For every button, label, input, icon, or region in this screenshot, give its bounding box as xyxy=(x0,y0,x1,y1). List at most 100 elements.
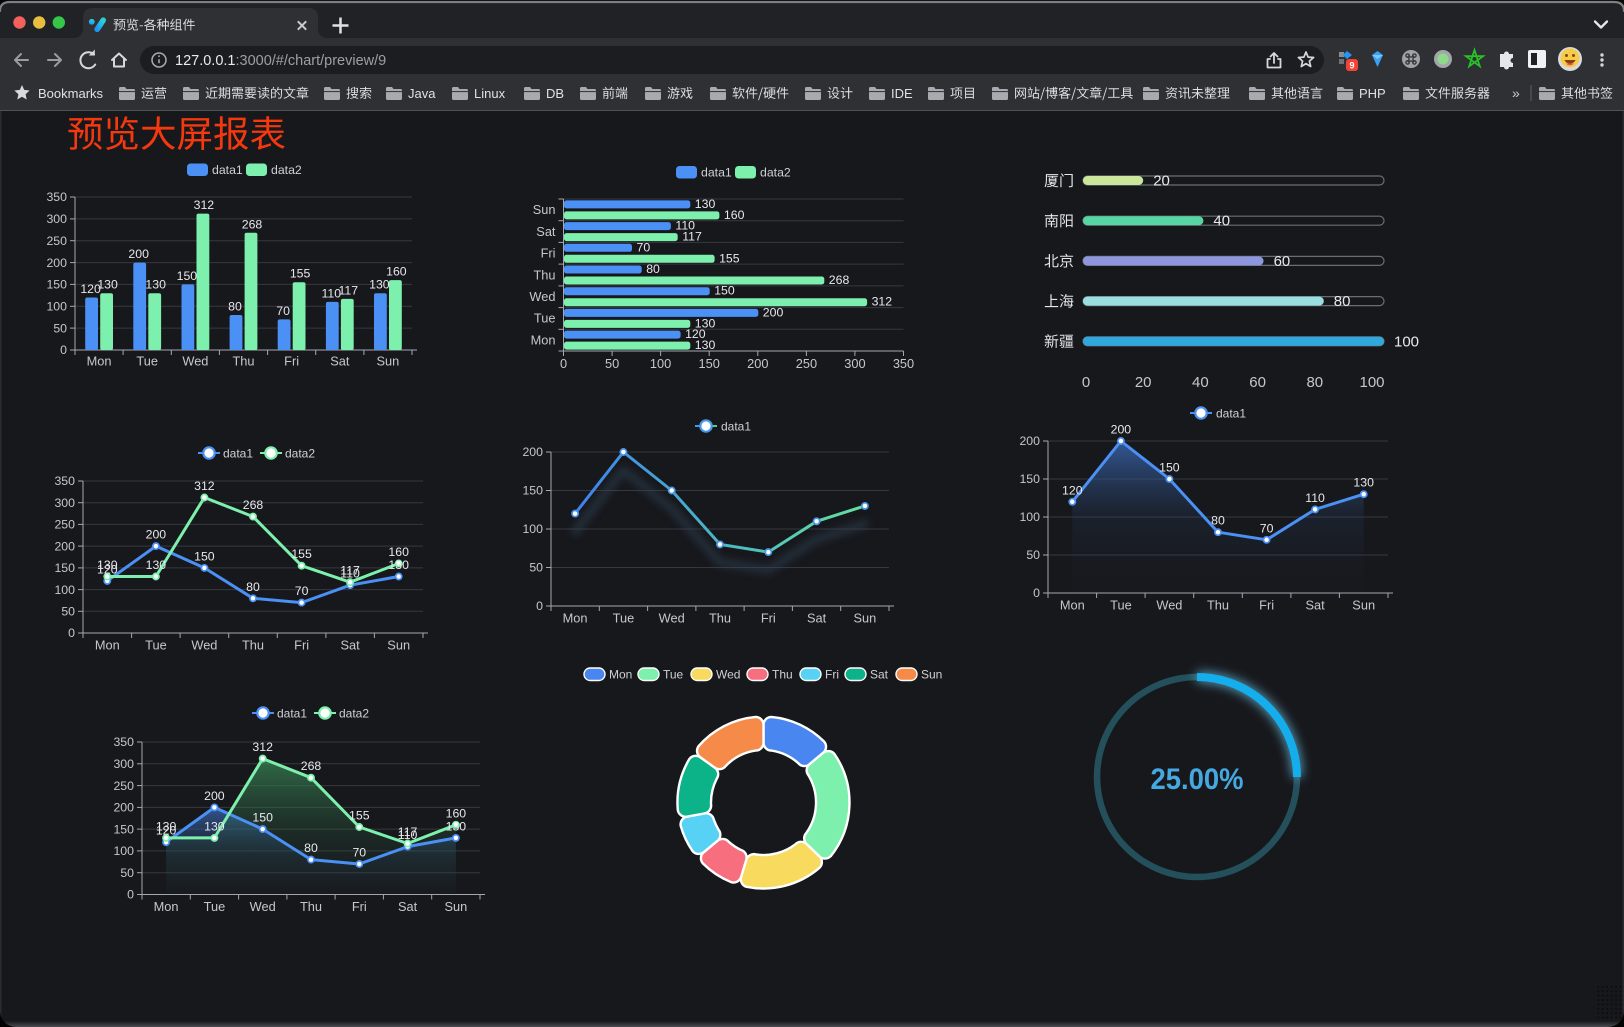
svg-text:Sun: Sun xyxy=(921,667,942,681)
svg-text:Sun: Sun xyxy=(1352,598,1375,613)
svg-text:312: 312 xyxy=(252,740,273,754)
svg-text:200: 200 xyxy=(522,445,543,459)
svg-text:200: 200 xyxy=(146,528,167,542)
svg-text:200: 200 xyxy=(763,305,784,319)
svg-text:200: 200 xyxy=(747,356,768,371)
svg-text:155: 155 xyxy=(349,809,370,823)
svg-text:9: 9 xyxy=(1349,61,1354,71)
svg-text:data1: data1 xyxy=(721,419,751,433)
svg-text:Sat: Sat xyxy=(340,638,360,653)
svg-text:Tue: Tue xyxy=(145,638,167,653)
svg-text:80: 80 xyxy=(1334,293,1351,310)
svg-text:Fri: Fri xyxy=(1259,598,1274,613)
svg-text:Sun: Sun xyxy=(533,202,556,217)
svg-text:0: 0 xyxy=(560,356,567,371)
svg-text:200: 200 xyxy=(54,539,75,553)
svg-text:120: 120 xyxy=(685,327,706,341)
svg-text:data2: data2 xyxy=(339,706,369,720)
svg-text:0: 0 xyxy=(536,599,543,613)
svg-text:50: 50 xyxy=(61,605,75,619)
svg-text:Mon: Mon xyxy=(87,354,112,369)
svg-text:Mon: Mon xyxy=(563,611,588,626)
svg-text:50: 50 xyxy=(120,866,134,880)
svg-text:Mon: Mon xyxy=(95,638,120,653)
svg-text:Fri: Fri xyxy=(541,246,556,261)
svg-text:40: 40 xyxy=(1213,213,1230,230)
svg-text:50: 50 xyxy=(605,356,619,371)
svg-text:70: 70 xyxy=(295,584,309,598)
svg-text:120: 120 xyxy=(97,562,118,576)
svg-text:200: 200 xyxy=(113,801,134,815)
svg-text:200: 200 xyxy=(46,256,67,270)
svg-text:312: 312 xyxy=(872,295,893,309)
svg-text:Thu: Thu xyxy=(232,354,254,369)
svg-text:117: 117 xyxy=(338,283,358,297)
svg-text:110: 110 xyxy=(321,286,341,300)
svg-text:data1: data1 xyxy=(223,446,253,460)
svg-text:Tue: Tue xyxy=(1110,598,1132,613)
svg-text:300: 300 xyxy=(844,356,865,371)
svg-text:350: 350 xyxy=(893,356,914,371)
svg-text:Wed: Wed xyxy=(182,354,208,369)
svg-text:130: 130 xyxy=(146,558,167,572)
svg-text:160: 160 xyxy=(446,806,467,820)
svg-text:150: 150 xyxy=(46,278,67,292)
svg-text:80: 80 xyxy=(246,580,260,594)
svg-text:150: 150 xyxy=(177,269,198,283)
svg-text:Wed: Wed xyxy=(250,899,276,914)
svg-text:data1: data1 xyxy=(212,163,243,177)
svg-text:Java: Java xyxy=(408,86,436,101)
svg-text:data2: data2 xyxy=(760,166,791,180)
svg-text:100: 100 xyxy=(54,583,75,597)
svg-text:Wed: Wed xyxy=(529,289,555,304)
svg-text:Sat: Sat xyxy=(1305,598,1325,613)
svg-text:0: 0 xyxy=(127,888,134,902)
svg-text:data1: data1 xyxy=(701,166,732,180)
svg-text:data1: data1 xyxy=(1216,406,1246,420)
svg-text:Sat: Sat xyxy=(330,354,350,369)
svg-text:data2: data2 xyxy=(285,446,315,460)
svg-text:80: 80 xyxy=(646,262,660,276)
svg-text:PHP: PHP xyxy=(1359,86,1386,101)
svg-text:Sat: Sat xyxy=(807,611,827,626)
svg-text:Wed: Wed xyxy=(191,638,217,653)
svg-text:200: 200 xyxy=(1111,423,1132,437)
svg-text:Fri: Fri xyxy=(294,638,309,653)
svg-text:100: 100 xyxy=(650,356,671,371)
svg-text:60: 60 xyxy=(1274,253,1291,270)
svg-text:IDE: IDE xyxy=(891,86,913,101)
svg-text:Fri: Fri xyxy=(284,354,299,369)
svg-text:70: 70 xyxy=(1260,521,1274,535)
svg-text:Fri: Fri xyxy=(825,667,839,681)
svg-text:Thu: Thu xyxy=(242,638,264,653)
svg-text:268: 268 xyxy=(301,759,322,773)
svg-text:0: 0 xyxy=(68,626,75,640)
svg-text:268: 268 xyxy=(829,273,850,287)
svg-text:250: 250 xyxy=(54,518,75,532)
svg-text:Mon: Mon xyxy=(1060,598,1085,613)
svg-text:300: 300 xyxy=(54,496,75,510)
svg-text:60: 60 xyxy=(1249,374,1266,391)
svg-text:data2: data2 xyxy=(271,163,302,177)
svg-text:120: 120 xyxy=(156,824,177,838)
svg-text:70: 70 xyxy=(276,304,290,318)
svg-text:Mon: Mon xyxy=(531,332,556,347)
svg-text:130: 130 xyxy=(156,819,177,833)
svg-text:80: 80 xyxy=(228,300,242,314)
svg-text:312: 312 xyxy=(194,479,215,493)
svg-text:350: 350 xyxy=(46,190,67,204)
svg-text:Sat: Sat xyxy=(536,224,556,239)
svg-text:300: 300 xyxy=(46,212,67,226)
svg-text:127.0.0.1:3000/#/chart/preview: 127.0.0.1:3000/#/chart/preview/9 xyxy=(175,53,386,69)
svg-text:268: 268 xyxy=(243,498,264,512)
svg-text:Thu: Thu xyxy=(772,667,793,681)
svg-text:130: 130 xyxy=(97,278,118,292)
svg-text:DB: DB xyxy=(546,86,564,101)
svg-text:150: 150 xyxy=(194,549,215,563)
svg-text:130: 130 xyxy=(204,819,225,833)
svg-text:data1: data1 xyxy=(277,706,307,720)
svg-text:Mon: Mon xyxy=(609,667,632,681)
svg-text:Tue: Tue xyxy=(204,899,226,914)
svg-text:110: 110 xyxy=(675,219,695,233)
svg-text:50: 50 xyxy=(1026,548,1040,562)
